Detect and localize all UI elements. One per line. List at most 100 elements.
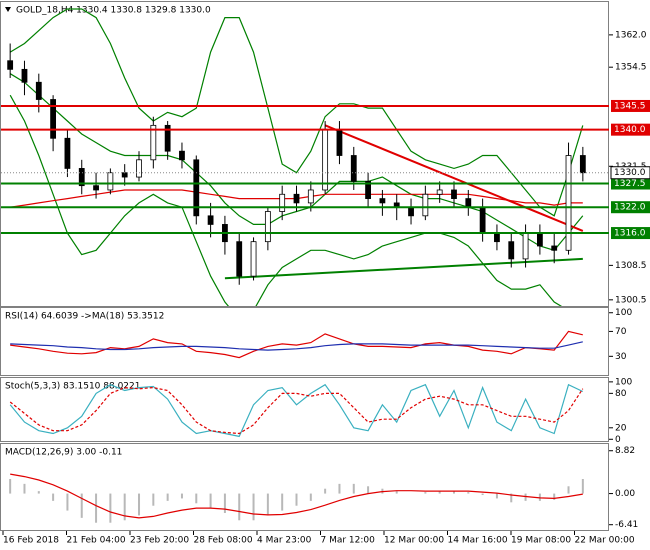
macd-bar (66, 493, 69, 511)
macd-bar (252, 493, 255, 521)
candle-body (250, 241, 257, 277)
trendline (324, 124, 584, 232)
indicator-line (9, 8, 584, 217)
level-label-box (611, 99, 650, 112)
y-tick-label: 0 (615, 435, 621, 445)
y-tick-label: 1300.5 (615, 295, 647, 305)
y-tick-label: 100 (615, 377, 632, 387)
x-tick-label: 16 Feb 2018 (3, 536, 59, 546)
x-tick-label: 4 Mar 23:00 (257, 536, 312, 546)
menu-triangle[interactable] (5, 7, 11, 12)
macd-bar (538, 493, 541, 501)
candle-body (350, 155, 357, 182)
candle-body (78, 168, 85, 187)
level-label-box (611, 227, 650, 240)
stoch-title: Stoch(5,3,3) 83.1510 88.0221 (5, 382, 140, 392)
level-label-box (611, 177, 650, 190)
macd-bar (223, 493, 226, 513)
y-tick-label: 70 (615, 327, 627, 337)
macd-bar (109, 493, 112, 523)
macd-bar (295, 493, 298, 506)
candle-body (536, 232, 543, 247)
level-label-box (611, 123, 650, 136)
level-label: 1327.5 (614, 179, 646, 189)
y-tick-label: 1354.5 (615, 63, 647, 73)
indicator-line (9, 383, 584, 438)
x-tick-label: 23 Feb 20:00 (130, 536, 189, 546)
macd-bar (338, 483, 341, 494)
macd-bar (452, 491, 455, 494)
panel-plot (9, 473, 584, 523)
candle-body (379, 198, 386, 204)
macd-bar (281, 493, 284, 511)
candle-body (35, 81, 42, 100)
indicator-line (9, 386, 584, 435)
candle-body (422, 193, 429, 217)
candle-body (93, 185, 99, 191)
candle-body (579, 155, 586, 174)
macd-bar (80, 493, 83, 518)
macd-bar (95, 493, 98, 523)
level-label: 1340.0 (614, 125, 646, 135)
candle-body (121, 172, 128, 178)
level-label: 1322.0 (614, 203, 646, 213)
macd-bar (23, 483, 26, 494)
y-tick-label: 100 (615, 308, 632, 318)
macd-bar (524, 493, 527, 501)
candle-body (479, 206, 486, 234)
y-tick-label: 1308.5 (615, 261, 647, 271)
candle-body (565, 155, 572, 251)
candle-body (465, 198, 472, 208)
level-label: 1345.5 (614, 101, 646, 111)
x-tick-label: 28 Feb 08:00 (194, 536, 253, 546)
candle-body (307, 189, 314, 204)
macd-bar (495, 493, 498, 499)
current-price-box (610, 166, 650, 180)
indicator-line (9, 94, 563, 306)
macd-bar (352, 483, 355, 494)
candle-body (494, 232, 500, 243)
candle-body (451, 189, 457, 199)
candle-body (64, 137, 71, 169)
candle-body (279, 193, 286, 212)
candle-body (7, 60, 14, 70)
candle-body (236, 241, 243, 277)
candle-body (365, 180, 371, 199)
level-label: 1316.0 (614, 229, 646, 239)
candle-body (179, 150, 185, 161)
macd-bar (123, 493, 126, 521)
candle-body (551, 245, 558, 251)
candle-body (322, 129, 329, 191)
macd-bar (481, 493, 484, 496)
candle-body (164, 124, 171, 152)
candle-body (193, 159, 200, 217)
x-tick-label: 22 Mar 00:00 (575, 536, 635, 546)
y-tick-label: 30 (615, 352, 627, 362)
macd-bar (9, 479, 12, 494)
y-tick-label: 8.82 (615, 446, 635, 456)
y-tick-label: 1362.0 (615, 30, 647, 40)
y-tick-label: 80 (615, 389, 627, 399)
current-price-label: 1330.0 (614, 168, 646, 178)
y-tick-label: 20 (615, 423, 627, 433)
macd-bar (152, 493, 155, 506)
x-tick-label: 12 Mar 00:00 (384, 536, 444, 546)
candle-body (264, 211, 271, 243)
macd-bar (266, 493, 269, 516)
x-tick-label: 19 Mar 08:00 (511, 536, 571, 546)
candle-body (508, 241, 515, 260)
signal-line (10, 473, 583, 519)
x-tick-label: 7 Mar 12:00 (321, 536, 376, 546)
macd-bar (52, 493, 55, 501)
macd-bar (37, 491, 40, 494)
macd-bar (209, 493, 212, 509)
rsi-title: RSI(14) 64.6039 ->MA(18) 53.3512 (5, 312, 164, 322)
x-tick-label: 14 Mar 16:00 (448, 536, 508, 546)
panel-plot (10, 330, 583, 359)
macd-frame (0, 443, 609, 531)
stoch-frame (0, 377, 609, 442)
macd-bar (309, 493, 312, 501)
macd-title: MACD(12,26,9) 3.00 -0.11 (5, 448, 122, 458)
